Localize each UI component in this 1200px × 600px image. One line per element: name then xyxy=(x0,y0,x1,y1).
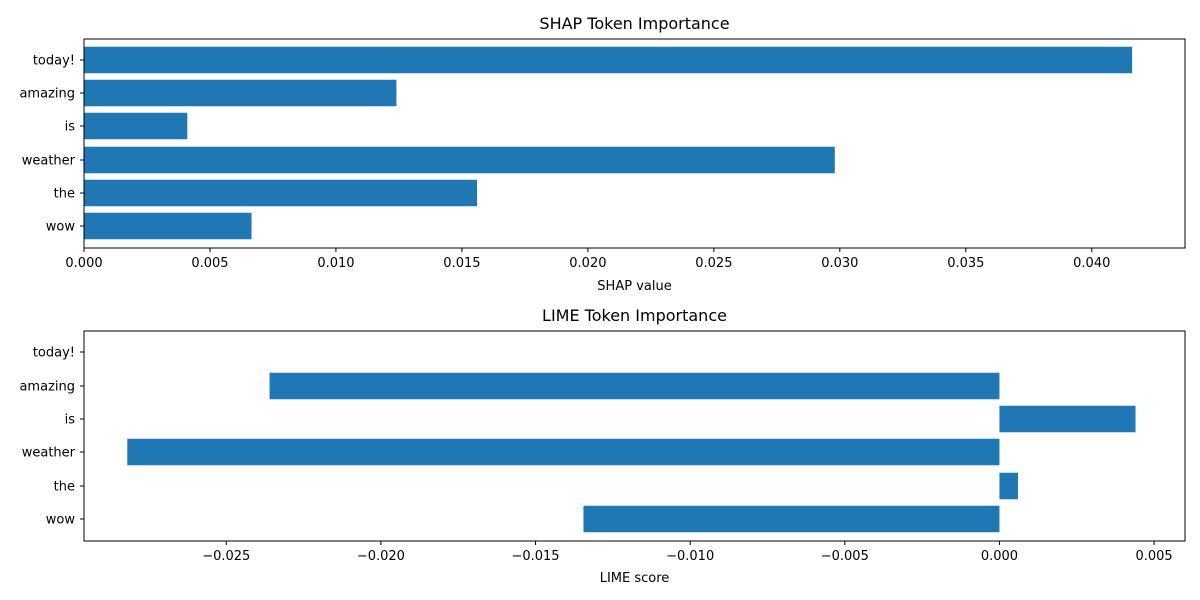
shap-bar-weather xyxy=(84,146,835,174)
lime-x-axis-label: LIME score xyxy=(600,571,670,586)
shap-x-tick-label: 0.010 xyxy=(317,256,354,271)
shap-x-tick-label: 0.035 xyxy=(947,256,984,271)
shap-y-ticks: wow the weather is amazing today! xyxy=(19,54,84,235)
shap-x-tick-label: 0.025 xyxy=(695,256,732,271)
lime-bar-is xyxy=(999,405,1136,433)
shap-y-tick-label: weather xyxy=(22,154,76,169)
lime-y-tick-label: the xyxy=(54,480,75,495)
lime-y-tick-label: amazing xyxy=(19,380,75,395)
shap-y-tick-label: is xyxy=(65,120,76,135)
shap-bars xyxy=(84,46,1133,240)
lime-x-tick-label: −0.005 xyxy=(821,549,869,564)
shap-y-tick-label: today! xyxy=(33,54,75,69)
shap-bar-is xyxy=(84,112,188,140)
shap-x-tick-label: 0.000 xyxy=(65,256,102,271)
shap-y-tick-label: wow xyxy=(46,220,76,235)
lime-chart-title: LIME Token Importance xyxy=(542,306,727,325)
shap-x-ticks: 0.000 0.005 0.010 0.015 0.020 0.025 0.030 0.035… xyxy=(65,248,1110,271)
shap-bar-the xyxy=(84,179,478,207)
shap-x-tick-label: 0.030 xyxy=(821,256,858,271)
lime-x-tick-label: −0.025 xyxy=(202,549,250,564)
lime-x-tick-label: 0.000 xyxy=(981,549,1018,564)
shap-chart: SHAP Token Importance wow the weather is ama… xyxy=(19,14,1186,294)
shap-plot-frame xyxy=(83,38,1186,249)
lime-bar-weather xyxy=(127,438,1000,466)
lime-y-tick-label: today! xyxy=(33,346,75,361)
lime-y-tick-label: is xyxy=(65,413,76,428)
shap-x-tick-label: 0.040 xyxy=(1073,256,1110,271)
lime-y-ticks: wow the weather is amazing today! xyxy=(19,346,84,528)
shap-y-tick-label: the xyxy=(54,187,75,202)
shap-x-tick-label: 0.005 xyxy=(191,256,228,271)
lime-x-tick-label: −0.015 xyxy=(511,549,559,564)
lime-bar-the xyxy=(999,472,1018,500)
shap-bar-amazing xyxy=(84,79,397,107)
shap-bar-wow xyxy=(84,212,252,240)
lime-bars xyxy=(127,372,1136,533)
shap-x-tick-label: 0.020 xyxy=(569,256,606,271)
shap-x-axis-label: SHAP value xyxy=(597,279,671,294)
lime-x-ticks: −0.025 −0.020 −0.015 −0.010 −0.005 0.000 0.005 xyxy=(202,541,1173,564)
shap-bar-today xyxy=(84,46,1133,74)
shap-x-tick-label: 0.015 xyxy=(443,256,480,271)
lime-plot-frame xyxy=(83,330,1186,542)
lime-bar-amazing xyxy=(269,372,1000,400)
lime-chart: LIME Token Importance wow the weather is ama… xyxy=(19,306,1186,586)
lime-x-tick-label: 0.005 xyxy=(1135,549,1172,564)
lime-x-tick-label: −0.020 xyxy=(357,549,405,564)
shap-chart-title: SHAP Token Importance xyxy=(539,14,729,33)
lime-y-tick-label: weather xyxy=(22,446,76,461)
lime-y-tick-label: wow xyxy=(46,513,76,528)
lime-x-tick-label: −0.010 xyxy=(666,549,714,564)
lime-bar-wow xyxy=(583,505,1000,533)
shap-y-tick-label: amazing xyxy=(19,87,75,102)
